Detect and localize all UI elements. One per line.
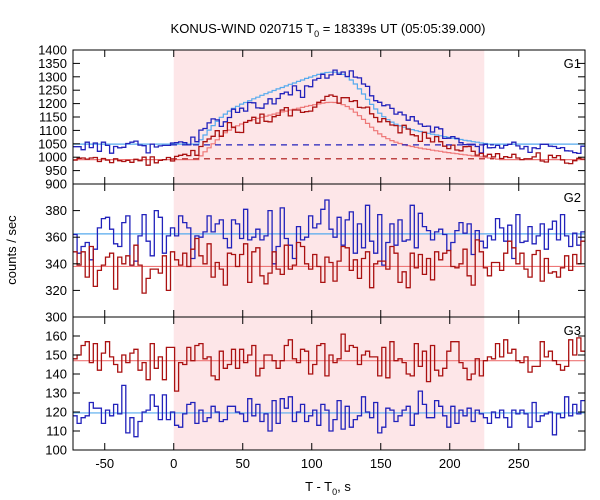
y-tick-label: 1300 xyxy=(38,69,67,84)
y-tick-label: 160 xyxy=(45,329,67,344)
x-axis-label: T - T0, s xyxy=(305,479,351,497)
y-tick-label: 1350 xyxy=(38,56,67,71)
x-tick-label: -50 xyxy=(95,456,114,471)
series-blue-histogram xyxy=(73,69,585,155)
x-axis-label-rest: , s xyxy=(337,479,351,494)
y-tick-label: 300 xyxy=(45,310,67,325)
y-tick-label: 120 xyxy=(45,405,67,420)
y-tick-label: 1200 xyxy=(38,96,67,111)
chart-title-main: KONUS-WIND 020715 T xyxy=(171,21,315,36)
y-tick-label: 1150 xyxy=(39,110,67,125)
y-tick-label: 110 xyxy=(46,424,67,439)
panel-frame xyxy=(72,316,586,451)
y-tick-label: 900 xyxy=(45,177,67,192)
y-tick-label: 1050 xyxy=(38,136,67,151)
y-tick-label: 140 xyxy=(45,367,67,382)
y-tick-label: 150 xyxy=(45,348,67,363)
panel-g1: 9009501000105011001150120012501300135014… xyxy=(38,43,586,192)
chart-title: KONUS-WIND 020715 T0 = 18339s UT (05:05:… xyxy=(171,21,486,39)
series-red-histogram xyxy=(73,94,585,166)
x-tick-label: 100 xyxy=(301,456,323,471)
plot-area: 9009501000105011001150120012501300135014… xyxy=(38,43,586,471)
x-axis-label-main: T - T xyxy=(305,479,332,494)
y-tick-label: 1250 xyxy=(38,83,67,98)
x-tick-label: 200 xyxy=(439,456,461,471)
y-tick-label: 950 xyxy=(45,163,67,178)
panel-g2: 300 320 340 360 380 G2 xyxy=(45,183,586,325)
series-red-histogram xyxy=(73,237,585,294)
x-tick-label: 150 xyxy=(370,456,392,471)
y-tick-label: 130 xyxy=(45,386,67,401)
y-axis-label: counts / sec xyxy=(4,215,19,285)
x-tick-label: 0 xyxy=(170,456,177,471)
y-tick-label: 320 xyxy=(45,283,67,298)
panel-label: G3 xyxy=(564,323,581,338)
x-tick-label: 250 xyxy=(508,456,530,471)
y-tick-label: 1100 xyxy=(39,123,67,138)
panel-label: G2 xyxy=(564,190,581,205)
y-tick-label: 360 xyxy=(45,230,67,245)
y-tick-label: 100 xyxy=(45,443,67,458)
y-tick-label: 1000 xyxy=(38,150,67,165)
panel-g3: 100 110 120 130 140 150 160 G3 xyxy=(45,316,586,458)
chart-title-rest: = 18339s UT (05:05:39.000) xyxy=(319,21,485,36)
chart-title-subscript: 0 xyxy=(314,29,319,39)
panel-label: G1 xyxy=(564,56,581,71)
series-blue-histogram xyxy=(73,384,585,438)
y-tick-label: 380 xyxy=(45,203,67,218)
y-tick-label: 340 xyxy=(45,256,67,271)
series-red-histogram xyxy=(73,333,585,392)
x-tick-label: 50 xyxy=(236,456,250,471)
y-tick-label: 1400 xyxy=(38,43,67,58)
x-axis-label-subscript: 0 xyxy=(332,487,337,497)
series-blue-histogram xyxy=(73,199,585,266)
